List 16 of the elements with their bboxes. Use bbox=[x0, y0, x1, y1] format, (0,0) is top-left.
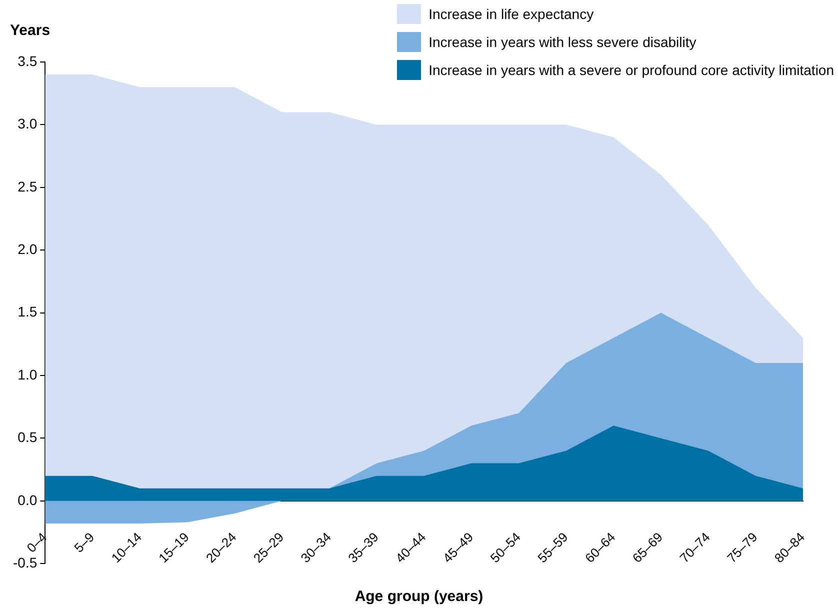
y-tick-label: -0.5 bbox=[13, 554, 38, 570]
y-tick-label: 1.5 bbox=[18, 304, 38, 320]
y-tick-label: 2.0 bbox=[18, 240, 38, 257]
y-tick-label: 1.0 bbox=[18, 366, 38, 382]
y-tick-label: 3.0 bbox=[18, 116, 38, 132]
y-tick-label: 0.5 bbox=[18, 429, 38, 446]
y-tick-label: 0.0 bbox=[18, 492, 38, 508]
x-tick-label: 5–9 bbox=[71, 529, 98, 556]
legend-label: Increase in life expectancy bbox=[428, 6, 594, 22]
x-tick-label: 0–4 bbox=[24, 529, 50, 556]
legend-label: Increase in years with less severe disability bbox=[428, 34, 696, 50]
y-axis-title: Years bbox=[10, 22, 50, 39]
y-tick-label: 2.5 bbox=[18, 178, 38, 194]
y-tick-label: 3.5 bbox=[18, 52, 38, 69]
x-axis-title: Age group (years) bbox=[354, 588, 484, 605]
legend-label: Increase in years with a severe or profound core activity limitation bbox=[428, 62, 834, 78]
